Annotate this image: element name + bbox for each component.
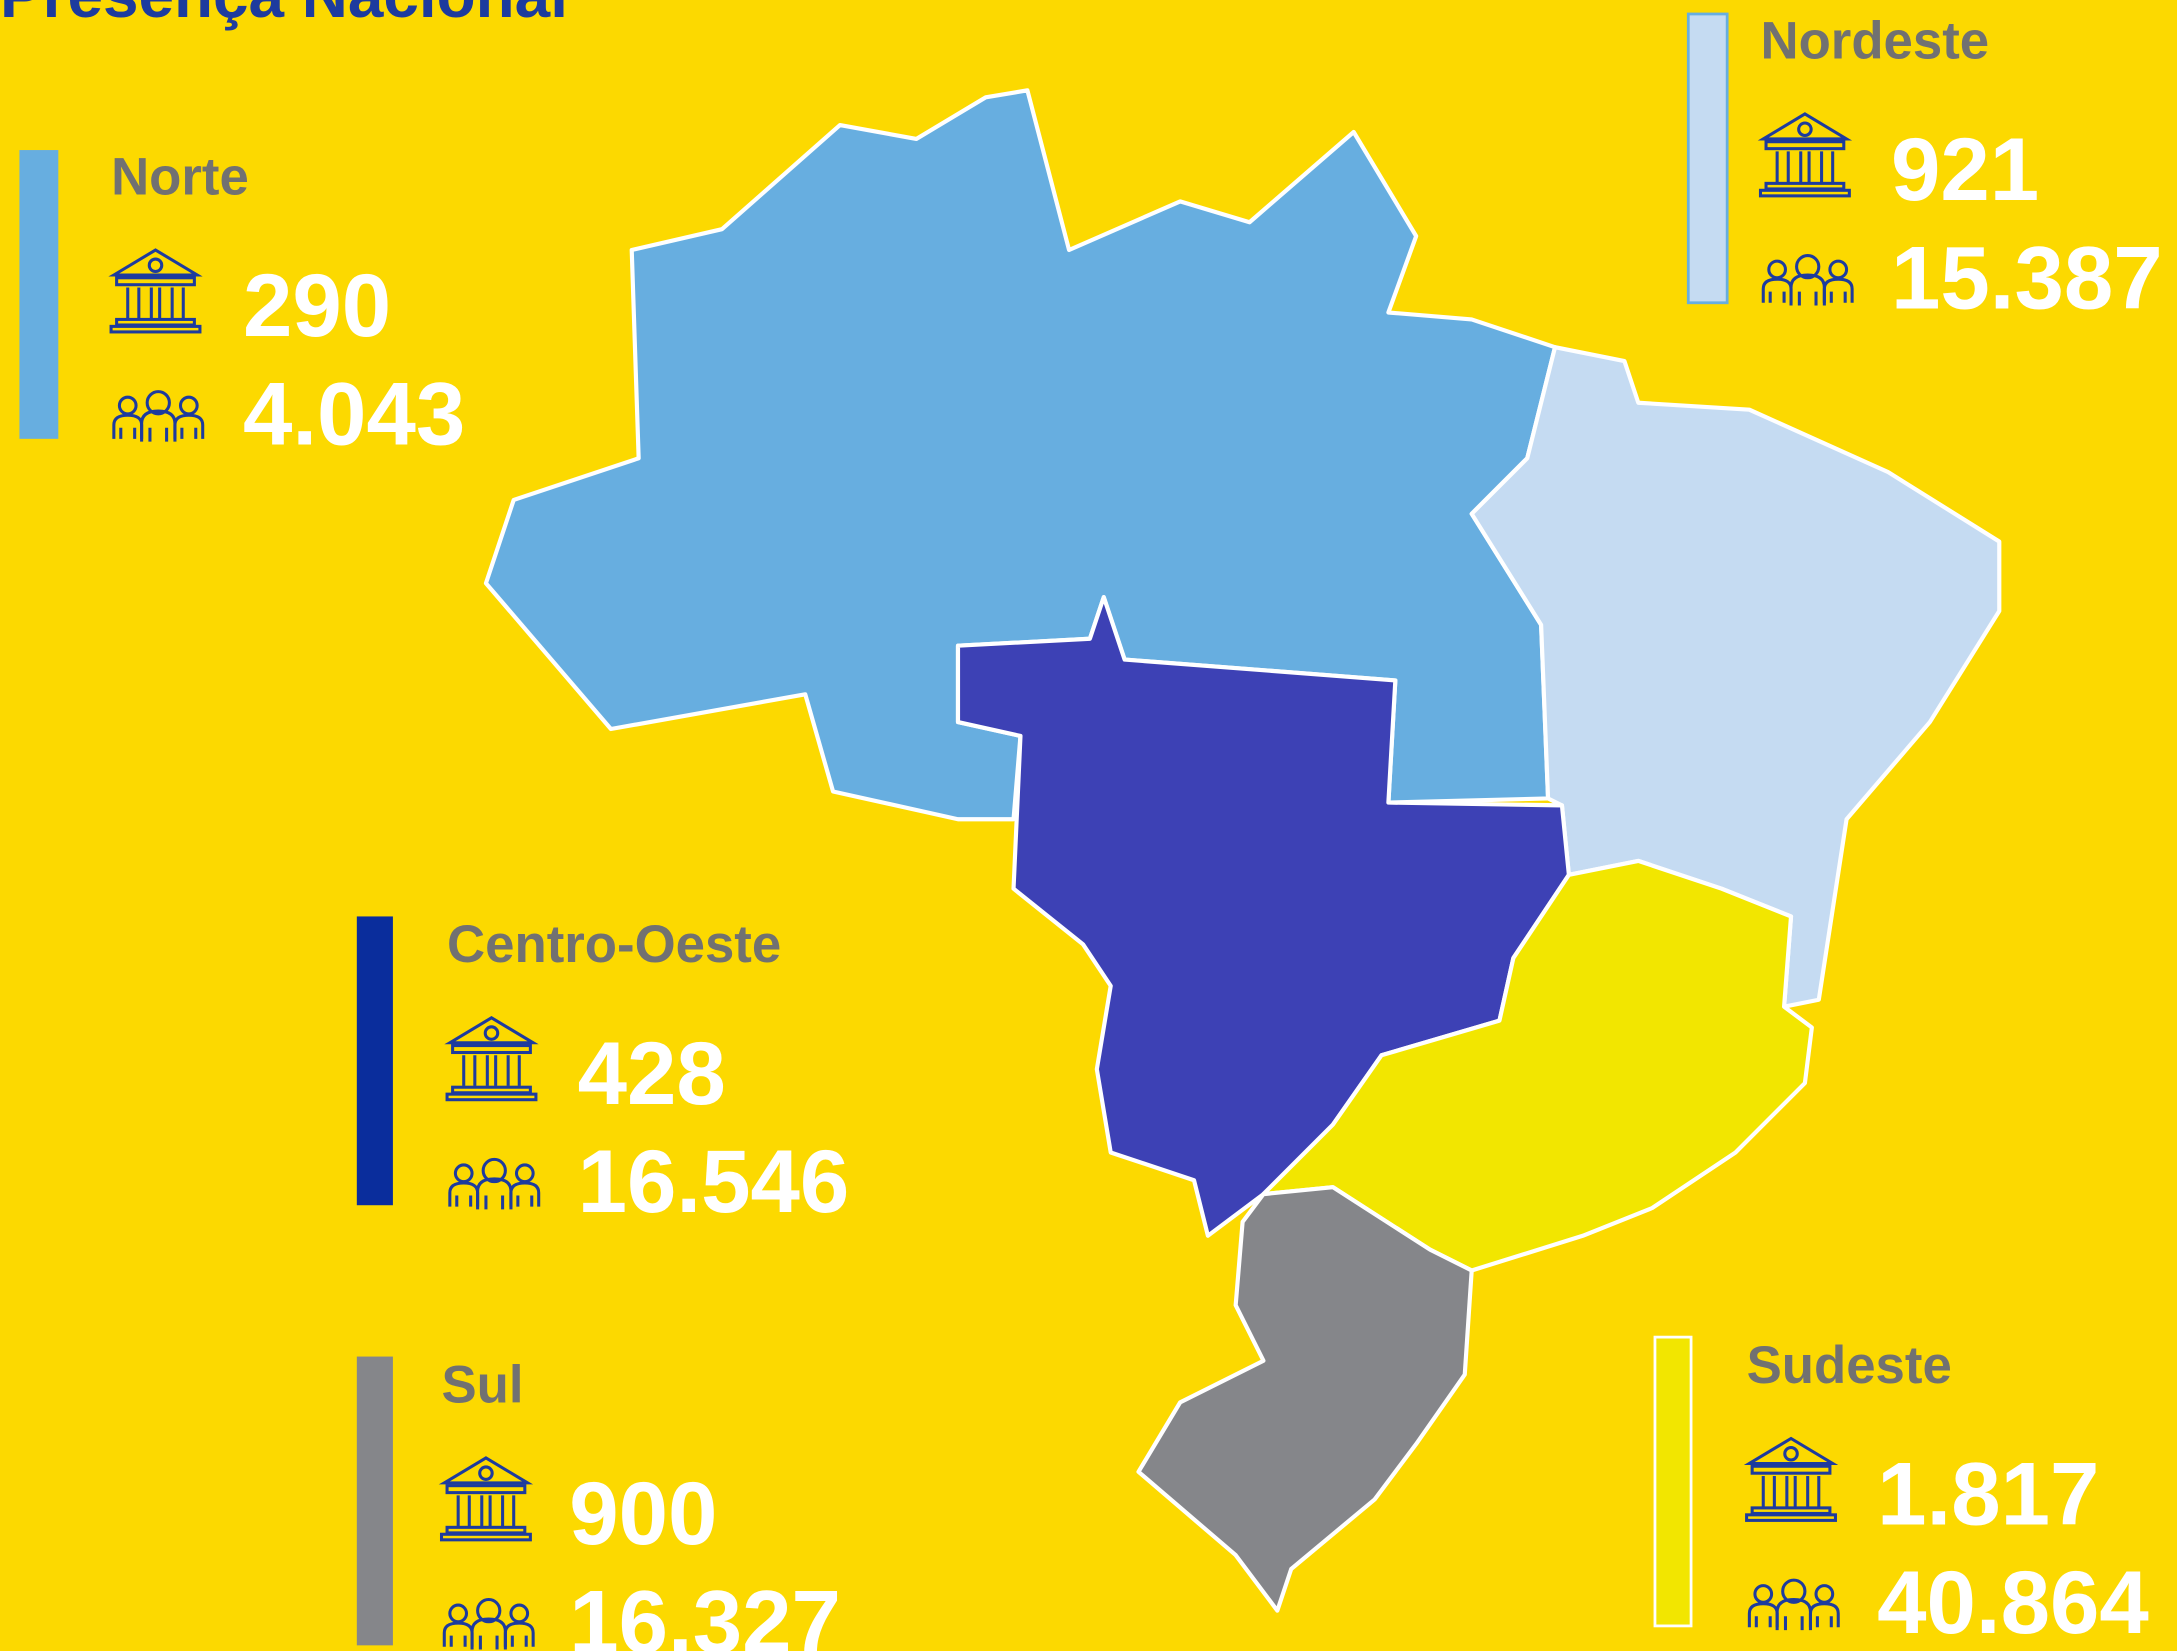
bank-icon [439, 1456, 532, 1542]
title: Presença Nacional [0, 0, 568, 31]
people-icon [1747, 1578, 1840, 1632]
bank-icon [1745, 1436, 1837, 1522]
region-bar [1653, 1335, 1693, 1628]
region-name: Nordeste [1760, 11, 1989, 70]
people-icon [448, 1157, 541, 1211]
people-icon [442, 1598, 535, 1651]
agencies-count: 428 [578, 1024, 726, 1123]
employees-count: 40.864 [1877, 1553, 2149, 1651]
people-icon [1761, 254, 1854, 308]
region-name: Sul [442, 1355, 524, 1414]
region-name: Centro-Oeste [447, 915, 781, 974]
employees-count: 15.387 [1891, 228, 2163, 327]
bank-icon [109, 248, 202, 334]
region-bar [356, 1356, 393, 1646]
agencies-count: 921 [1891, 120, 2039, 219]
employees-count: 4.043 [243, 364, 465, 463]
agencies-count: 1.817 [1877, 1445, 2099, 1544]
people-icon [112, 390, 205, 444]
region-name: Norte [111, 147, 249, 206]
region-bar [19, 150, 59, 439]
bank-icon [445, 1016, 538, 1102]
map [483, 88, 2002, 1613]
employees-count: 16.546 [578, 1132, 850, 1231]
region-name: Sudeste [1747, 1336, 1952, 1395]
bank-icon [1758, 112, 1851, 198]
region-bar [1686, 12, 1729, 305]
region-bar [356, 916, 393, 1206]
map-sudeste [1261, 858, 1814, 1273]
agencies-count: 290 [243, 256, 391, 355]
employees-count: 16.327 [569, 1572, 841, 1651]
map-sul [1136, 1185, 1474, 1613]
agencies-count: 900 [569, 1464, 717, 1563]
